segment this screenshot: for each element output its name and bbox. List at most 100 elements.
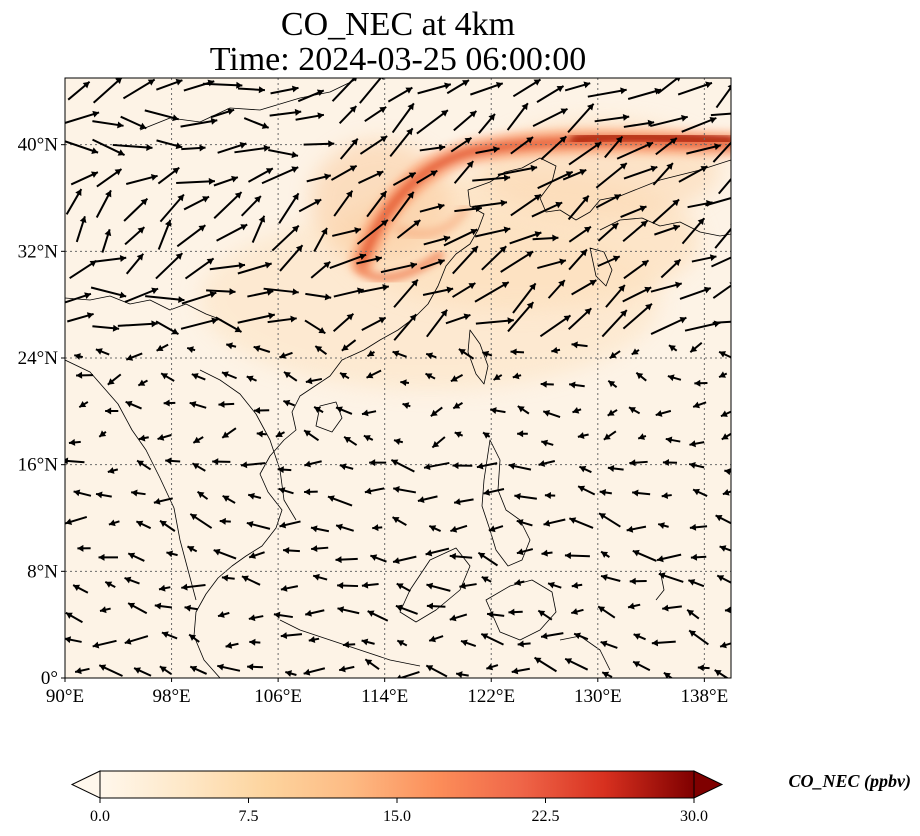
wind-arrow bbox=[279, 244, 304, 272]
wind-arrow bbox=[716, 574, 731, 584]
wind-arrow bbox=[452, 462, 473, 470]
wind-arrow bbox=[283, 371, 298, 382]
wind-arrow bbox=[724, 468, 731, 476]
wind-arrow bbox=[425, 664, 448, 678]
wind-arrow bbox=[597, 605, 616, 619]
wind-arrow bbox=[650, 316, 687, 335]
wind-arrow bbox=[305, 292, 332, 301]
wind-arrow bbox=[658, 572, 684, 583]
wind-arrow bbox=[70, 171, 99, 186]
wind-arrow bbox=[263, 287, 299, 296]
wind-arrow bbox=[637, 433, 647, 440]
wind-arrow bbox=[237, 86, 265, 94]
wind-arrow bbox=[547, 581, 562, 589]
map-frame bbox=[64, 77, 732, 679]
wind-arrow bbox=[416, 109, 449, 135]
wind-arrow bbox=[335, 523, 354, 532]
wind-arrow bbox=[159, 665, 172, 675]
wind-arrow bbox=[363, 434, 374, 442]
wind-arrow bbox=[517, 640, 531, 648]
wind-arrow bbox=[364, 487, 385, 495]
wind-arrow bbox=[627, 87, 662, 100]
wind-arrow bbox=[380, 261, 418, 274]
wind-arrow bbox=[567, 103, 595, 134]
co-plume bbox=[349, 128, 731, 282]
wind-arrow bbox=[176, 224, 206, 248]
wind-arrow bbox=[107, 467, 119, 474]
wind-arrow bbox=[65, 611, 83, 624]
wind-arrow bbox=[215, 316, 243, 333]
colorbar-tick-label: 7.5 bbox=[239, 808, 259, 825]
wind-arrow bbox=[303, 429, 320, 442]
wind-arrow bbox=[144, 109, 180, 122]
wind-arrow bbox=[221, 371, 237, 380]
wind-arrow bbox=[337, 582, 359, 590]
wind-arrow bbox=[105, 407, 119, 415]
wind-arrow bbox=[668, 344, 678, 352]
wind-arrow bbox=[652, 162, 674, 186]
wind-arrow bbox=[536, 85, 565, 103]
wind-arrow bbox=[213, 175, 239, 187]
wind-arrow bbox=[393, 313, 417, 341]
wind-arrow bbox=[76, 371, 94, 379]
wind-arrow bbox=[240, 461, 266, 469]
wind-arrow bbox=[90, 286, 127, 299]
wind-arrow bbox=[157, 433, 172, 441]
wind-arrow bbox=[446, 79, 470, 95]
wind-arrow bbox=[601, 309, 628, 338]
wind-arrow bbox=[221, 574, 235, 582]
wind-arrow bbox=[155, 320, 179, 336]
wind-arrow bbox=[568, 248, 588, 271]
wind-arrow bbox=[690, 553, 707, 561]
wind-arrow bbox=[715, 84, 731, 109]
wind-arrow bbox=[609, 350, 621, 360]
wind-arrow bbox=[335, 556, 358, 564]
wind-arrow bbox=[217, 611, 230, 618]
wind-arrow bbox=[361, 581, 379, 589]
wind-arrow bbox=[510, 136, 534, 155]
wind-arrow bbox=[310, 260, 331, 279]
wind-arrow bbox=[161, 631, 178, 640]
wind-arrow bbox=[184, 604, 199, 612]
wind-arrow bbox=[181, 583, 206, 591]
wind-arrow bbox=[124, 287, 159, 303]
wind-arrow bbox=[246, 375, 257, 383]
colorbar-label: CO_NEC (ppbv) bbox=[789, 771, 912, 792]
wind-arrow bbox=[450, 136, 473, 153]
wind-arrow bbox=[538, 460, 556, 467]
wind-arrow bbox=[603, 430, 617, 441]
wind-arrow bbox=[77, 544, 91, 552]
wind-arrow bbox=[661, 492, 672, 500]
wind-arrow bbox=[186, 545, 198, 553]
wind-arrow bbox=[248, 614, 264, 622]
wind-arrow bbox=[137, 379, 148, 387]
wind-arrow bbox=[221, 427, 237, 439]
wind-arrow bbox=[564, 81, 591, 92]
wind-arrow bbox=[304, 488, 318, 496]
wind-arrow bbox=[122, 78, 156, 100]
wind-arrow bbox=[268, 148, 299, 159]
wind-arrow bbox=[112, 143, 153, 151]
wind-arrow bbox=[632, 549, 657, 562]
wind-arrow bbox=[449, 552, 473, 560]
wind-arrow bbox=[719, 545, 731, 552]
wind-arrow bbox=[343, 436, 358, 446]
wind-arrow bbox=[243, 117, 270, 129]
wind-arrow bbox=[718, 350, 731, 359]
wind-arrow bbox=[512, 282, 537, 314]
wind-arrow bbox=[391, 102, 415, 134]
wind-arrow bbox=[396, 639, 408, 647]
wind-arrow bbox=[620, 205, 647, 218]
wind-arrow bbox=[483, 488, 505, 496]
latitude-labels: 0° 8°N 16°N 24°N 32°N 40°N bbox=[18, 135, 65, 689]
wind-arrow bbox=[117, 320, 158, 328]
wind-arrow bbox=[474, 226, 511, 238]
wind-arrow bbox=[488, 525, 504, 533]
wind-arrow bbox=[547, 279, 566, 299]
wind-arrow bbox=[482, 431, 491, 439]
wind-arrow bbox=[688, 579, 705, 588]
wind-arrow bbox=[313, 405, 324, 414]
wind-arrow bbox=[662, 604, 682, 612]
wind-arrow bbox=[391, 191, 415, 222]
wind-arrow bbox=[632, 489, 651, 497]
